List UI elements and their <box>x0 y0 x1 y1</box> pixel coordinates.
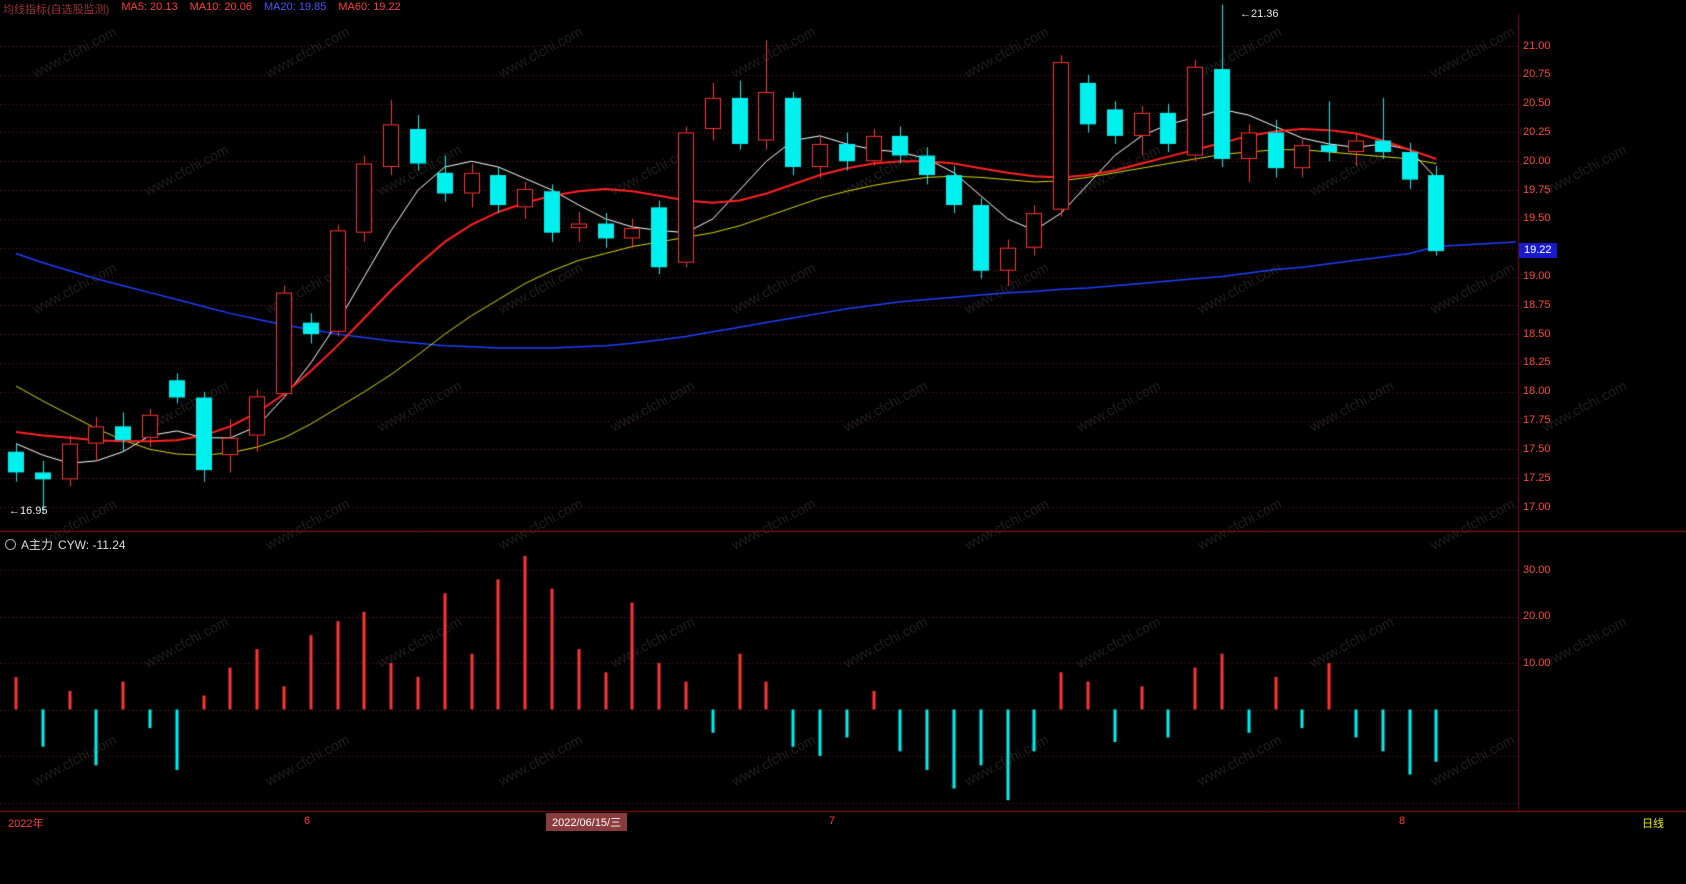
header-segment-4: MA60: 19.22 <box>338 1 401 13</box>
low-price-annotation: ←16.95 <box>9 505 48 517</box>
indicator-circle-icon <box>5 539 16 550</box>
chart-header: 均线指标(自选股监测) MA5: 20.13 MA10: 20.06 MA20: 19… <box>3 1 401 17</box>
price-axis: 21.00 20.75 20.50 20.25 20.00 19.75 19.50 19.00… <box>1521 0 1581 884</box>
x-axis-date-highlight: 2022/06/15/三 <box>546 813 628 831</box>
indicator-header: A主力 CYW: -11.24 <box>5 536 126 553</box>
price-axis-label: 20.25 <box>1523 125 1551 138</box>
x-axis-month: 8 <box>1399 815 1406 827</box>
x-axis-month: 7 <box>829 815 836 827</box>
price-axis-label: 20.50 <box>1523 97 1551 110</box>
last-price-tag: 19.22 <box>1519 243 1557 259</box>
price-axis-label: 21.00 <box>1523 39 1551 52</box>
indicator-name[interactable]: A主力 <box>21 538 54 552</box>
x-axis-period[interactable]: 日线 <box>1642 818 1664 830</box>
price-axis-label: 17.25 <box>1523 471 1551 484</box>
indicator-axis: 30.00 20.00 10.00 <box>1521 0 1581 884</box>
price-axis-label: 18.50 <box>1523 327 1551 340</box>
header-segment-0: 均线指标(自选股监测) <box>3 4 110 16</box>
price-axis-label: 18.75 <box>1523 298 1551 311</box>
header-segment-1: MA5: 20.13 <box>121 1 178 13</box>
price-axis-label: 20.00 <box>1523 154 1551 167</box>
header-segment-3: MA20: 19.85 <box>263 1 327 13</box>
price-axis-label: 19.00 <box>1523 270 1551 282</box>
x-axis: 2022年 6 2022/06/15/三 7 8 日线 <box>0 813 1686 833</box>
x-axis-year: 2022年 <box>8 818 44 830</box>
price-axis-label: 17.00 <box>1523 500 1551 513</box>
price-axis-label: 19.75 <box>1523 183 1551 196</box>
indicator-value: CYW: -11.24 <box>58 537 126 552</box>
price-axis-label: 17.75 <box>1523 414 1551 427</box>
price-axis-label: 18.00 <box>1523 385 1551 398</box>
indicator-axis-label: 30.00 <box>1523 563 1551 576</box>
price-axis-label: 19.50 <box>1523 212 1551 225</box>
indicator-axis-label: 10.00 <box>1523 656 1551 669</box>
x-axis-month: 6 <box>304 815 311 827</box>
header-segment-2: MA10: 20.06 <box>189 1 252 13</box>
price-axis-label: 20.75 <box>1523 68 1551 81</box>
high-price-annotation: ←21.36 <box>1240 8 1279 20</box>
price-axis-label: 18.25 <box>1523 356 1551 369</box>
indicator-axis-label: 20.00 <box>1523 610 1551 622</box>
price-axis-label: 17.50 <box>1523 442 1551 455</box>
